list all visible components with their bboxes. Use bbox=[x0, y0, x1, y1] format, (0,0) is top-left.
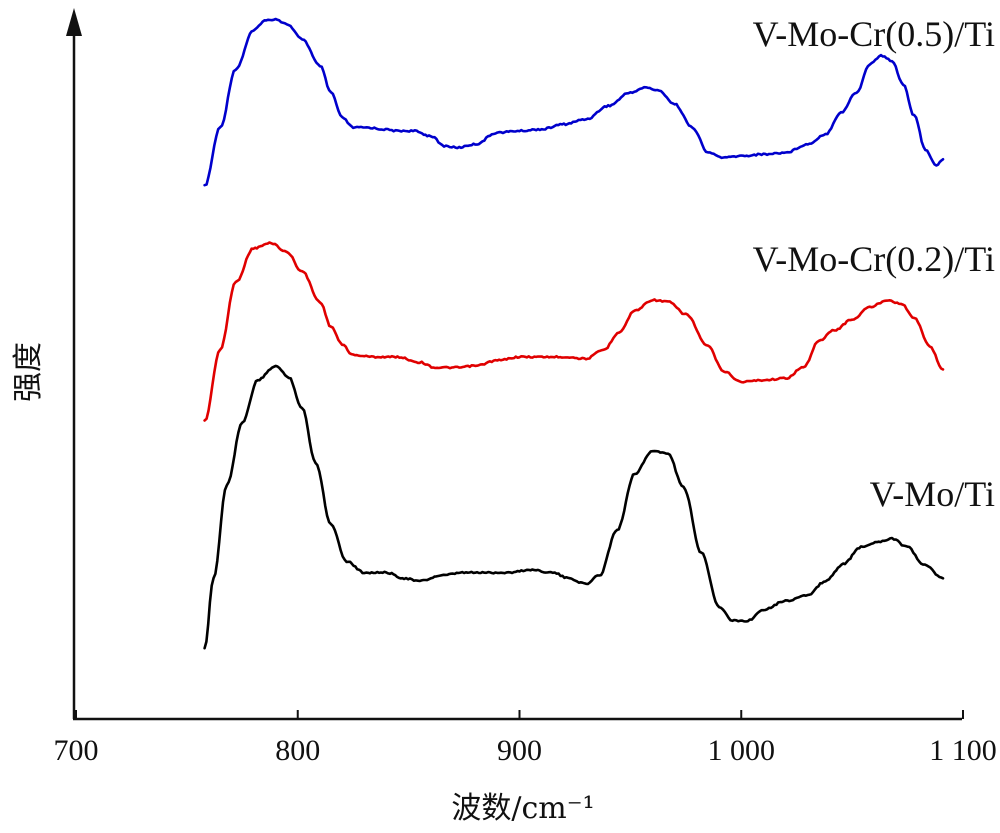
series-group bbox=[203, 17, 945, 650]
x-ticks: 700 800 900 1 000 1 100 bbox=[54, 710, 997, 767]
series-line-v-mo-cr-0-5 bbox=[203, 17, 945, 187]
y-axis-title: 强度 bbox=[11, 342, 46, 402]
x-tick-label: 1 000 bbox=[708, 734, 776, 767]
x-tick-label: 700 bbox=[54, 734, 99, 767]
series-label-v-mo-cr-0-2: V-Mo-Cr(0.2)/Ti bbox=[753, 239, 995, 279]
y-axis-arrow bbox=[66, 8, 82, 36]
x-tick-label: 900 bbox=[497, 734, 542, 767]
series-label-v-mo-cr-0-5: V-Mo-Cr(0.5)/Ti bbox=[753, 14, 995, 54]
series-label-v-mo-ti: V-Mo/Ti bbox=[870, 474, 995, 514]
series-line-v-mo-cr-0-2 bbox=[203, 241, 945, 422]
x-tick-label: 800 bbox=[275, 734, 320, 767]
series-line-v-mo-ti bbox=[203, 364, 945, 650]
x-tick-label: 1 100 bbox=[929, 734, 997, 767]
x-axis-title: 波数/cm⁻¹ bbox=[451, 791, 594, 826]
